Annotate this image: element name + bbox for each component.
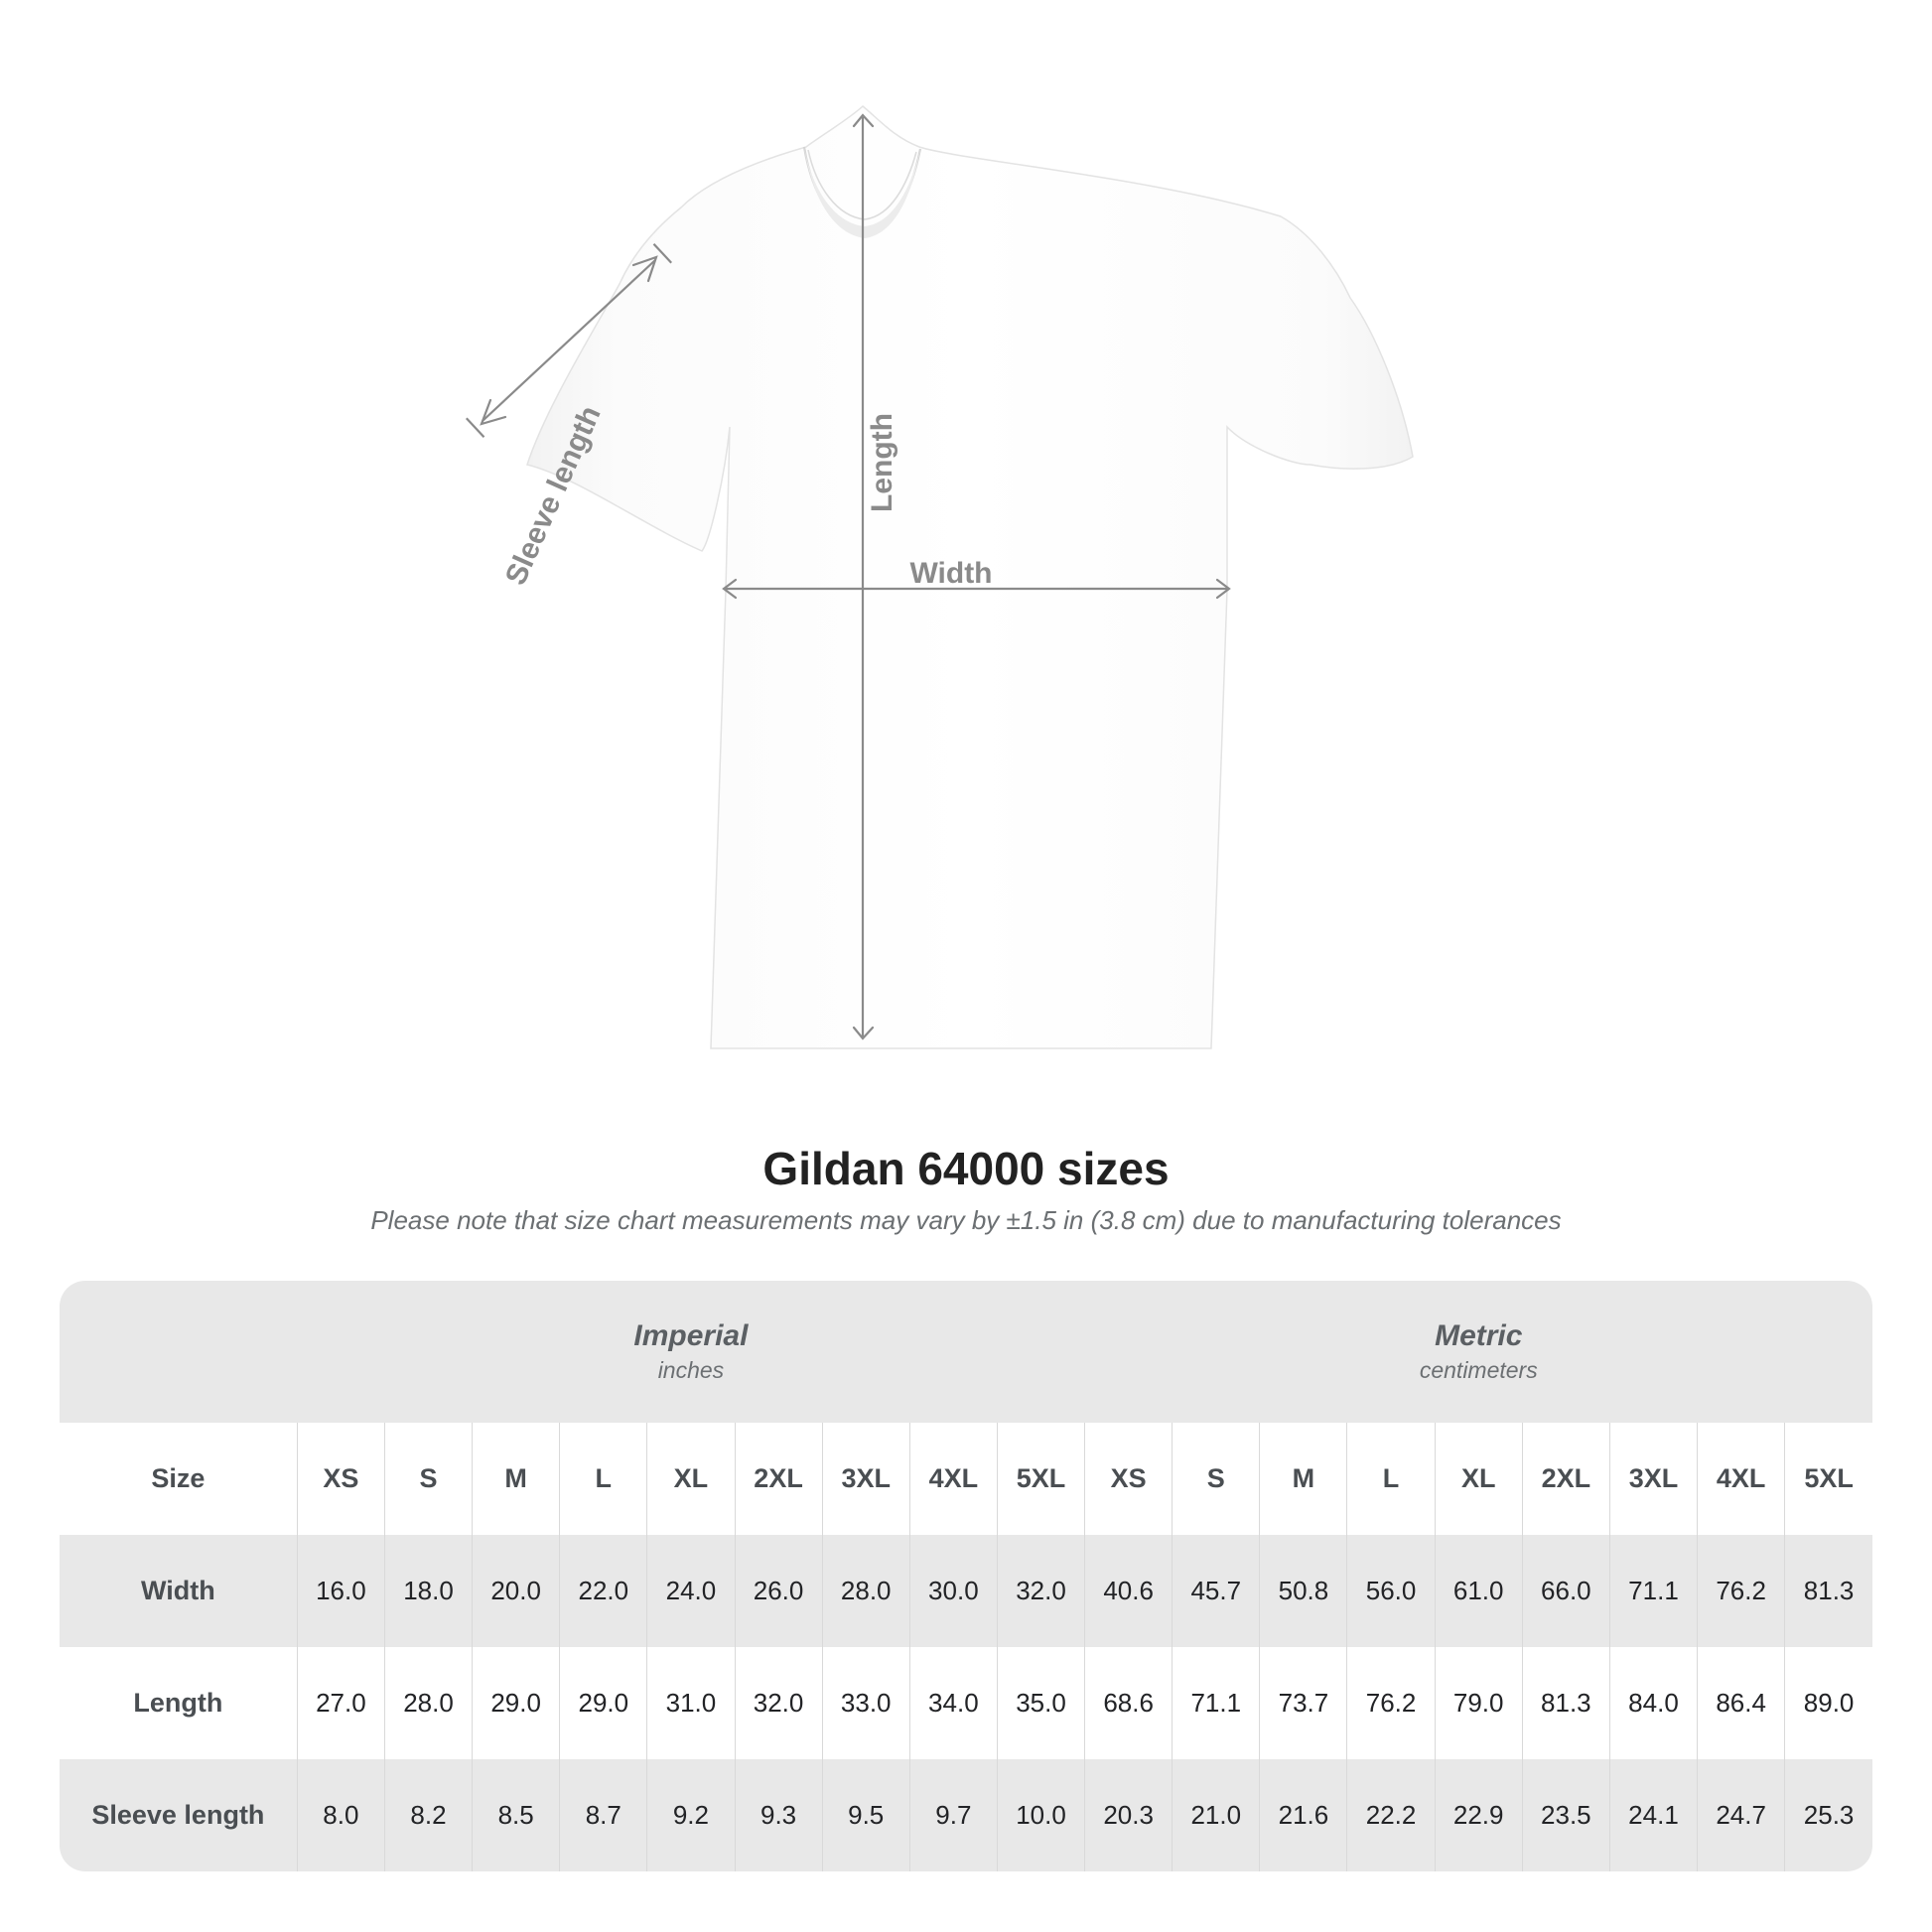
svg-text:Width: Width xyxy=(909,557,992,590)
svg-text:Length: Length xyxy=(866,413,898,512)
